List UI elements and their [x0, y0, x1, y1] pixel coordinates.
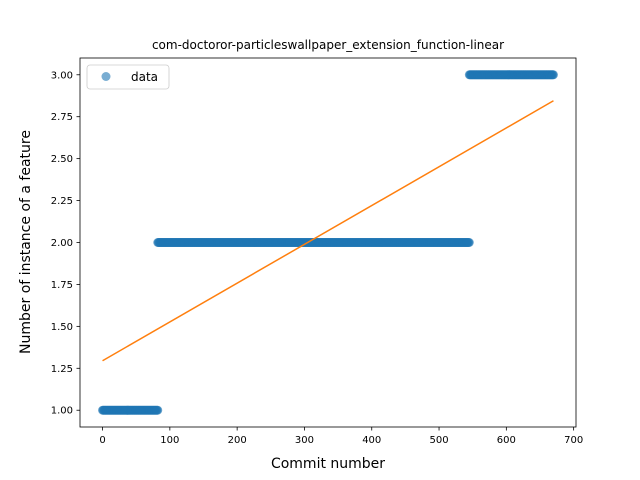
y-axis-ticks: 1.00 1.25 1.50 1.75 2.00 2.25 2.50 2.75 3.00	[51, 70, 80, 417]
y-tick-label: 2.00	[51, 238, 73, 249]
data-layer	[98, 70, 558, 415]
y-tick-label: 1.25	[51, 364, 73, 375]
x-tick-label: 100	[160, 435, 179, 446]
y-tick-label: 2.50	[51, 154, 73, 165]
x-tick-label: 0	[99, 435, 105, 446]
legend-box	[86, 64, 170, 90]
y-tick-label: 2.25	[51, 196, 73, 207]
data-point	[153, 405, 163, 415]
y-tick-label: 2.75	[51, 112, 73, 123]
chart-title: com-doctoror-particleswallpaper_extensio…	[152, 38, 504, 52]
x-tick-label: 200	[228, 435, 247, 446]
x-tick-label: 400	[362, 435, 381, 446]
x-tick-label: 600	[497, 435, 516, 446]
data-point	[464, 238, 474, 247]
fit-line-layer	[102, 100, 554, 362]
y-tick-label: 1.50	[51, 322, 73, 333]
x-tick-label: 700	[564, 435, 583, 446]
x-axis-ticks: 0 100 200 300 400 500 600 700	[99, 427, 583, 446]
data-point	[548, 70, 558, 80]
y-axis-label: Number of instance of a feature	[18, 130, 34, 354]
legend: data	[86, 64, 170, 90]
x-tick-label: 500	[429, 435, 448, 446]
x-tick-label: 300	[295, 435, 314, 446]
y-tick-label: 1.75	[51, 280, 73, 291]
fit-line	[102, 100, 554, 362]
y-tick-label: 3.00	[51, 70, 73, 81]
x-axis-label: Commit number	[271, 456, 385, 472]
y-tick-label: 1.00	[51, 406, 73, 417]
legend-marker-data	[101, 72, 111, 81]
legend-label-data: data	[131, 70, 158, 84]
